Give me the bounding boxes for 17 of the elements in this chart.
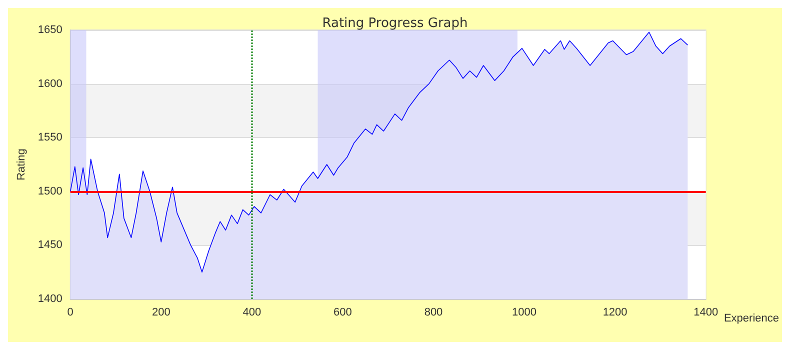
y-axis-title: Rating [16,148,28,180]
x-tick-label: 400 [242,306,262,318]
chart-title: Rating Progress Graph [322,16,468,31]
x-tick-label: 0 [67,306,74,318]
y-tick-label: 1500 [38,185,62,198]
y-tick-label: 1650 [38,24,62,36]
y-tick-label: 1600 [38,78,62,90]
x-axis-title: Experience [724,312,779,324]
x-tick-label: 200 [152,306,170,318]
y-tick-label: 1400 [38,293,62,305]
x-tick-label: 1000 [512,306,537,318]
y-tick-label: 1550 [38,132,62,144]
y-tick-label: 1450 [38,239,62,252]
x-tick-label: 1400 [694,306,718,318]
x-tick-label: 600 [334,306,352,318]
x-tick-label: 800 [424,306,443,318]
x-tick-label: 1200 [602,306,628,318]
